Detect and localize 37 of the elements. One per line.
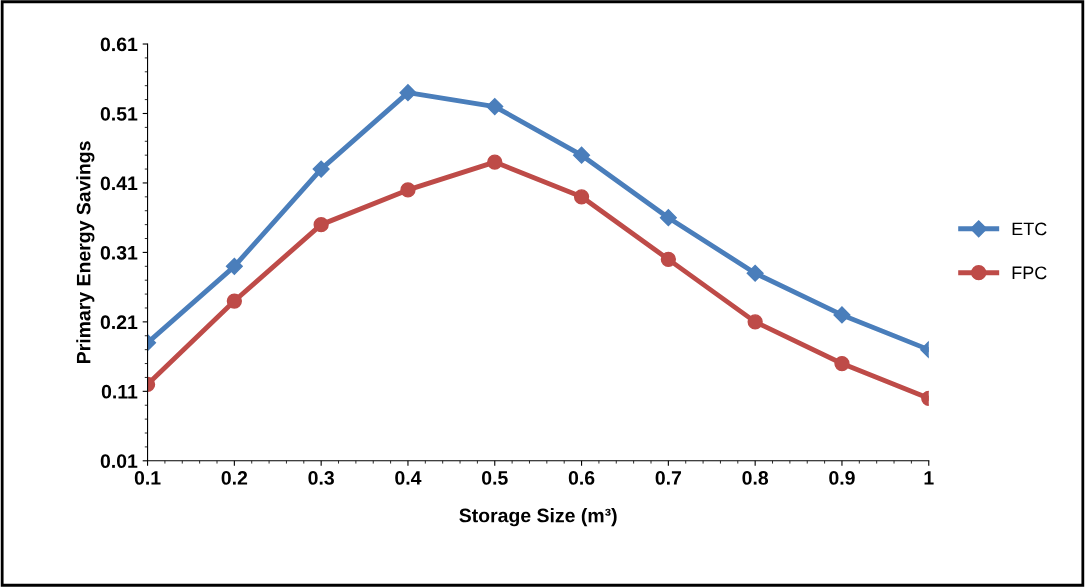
- point: [486, 97, 504, 116]
- x-tick-label: 0.3: [308, 471, 334, 485]
- y-tick-label: 0.31: [100, 245, 138, 260]
- y-tick-label: 0.11: [101, 384, 138, 399]
- legend-label: FPC: [1012, 266, 1047, 280]
- point: [834, 355, 850, 372]
- y-tick-label: 0.21: [100, 315, 138, 330]
- point: [313, 216, 329, 233]
- point: [400, 182, 416, 198]
- x-tick-label: 0.6: [568, 471, 595, 485]
- point: [312, 160, 330, 178]
- y-axis-title: Primary Energy Savings: [76, 141, 95, 363]
- point: [746, 264, 764, 282]
- x-tick-label: 0.5: [482, 471, 508, 485]
- point: [573, 189, 590, 205]
- x-tick-label: 0.8: [742, 471, 769, 485]
- x-tick-label: 0.2: [221, 471, 248, 485]
- point: [659, 209, 677, 227]
- x-axis-title: Storage Size (m³): [459, 508, 617, 527]
- x-tick-label: 0.4: [395, 471, 422, 485]
- point: [226, 293, 242, 309]
- legend-label: ETC: [1012, 222, 1047, 236]
- y-tick-label: 0.01: [100, 454, 138, 469]
- y-tick-label: 0.41: [100, 176, 138, 191]
- point: [660, 251, 676, 267]
- y-tick-label: 0.61: [100, 37, 138, 52]
- x-tick-label: 1: [924, 471, 934, 485]
- y-tick-label: 0.51: [100, 106, 138, 121]
- point: [225, 257, 243, 275]
- x-tick-label: 0.7: [655, 471, 682, 485]
- x-tick-label: 0.1: [134, 471, 161, 485]
- point: [573, 146, 591, 164]
- x-tick-label: 0.9: [829, 471, 855, 485]
- point: [487, 154, 503, 170]
- point: [747, 314, 763, 330]
- point: [833, 306, 851, 324]
- point: [399, 84, 417, 102]
